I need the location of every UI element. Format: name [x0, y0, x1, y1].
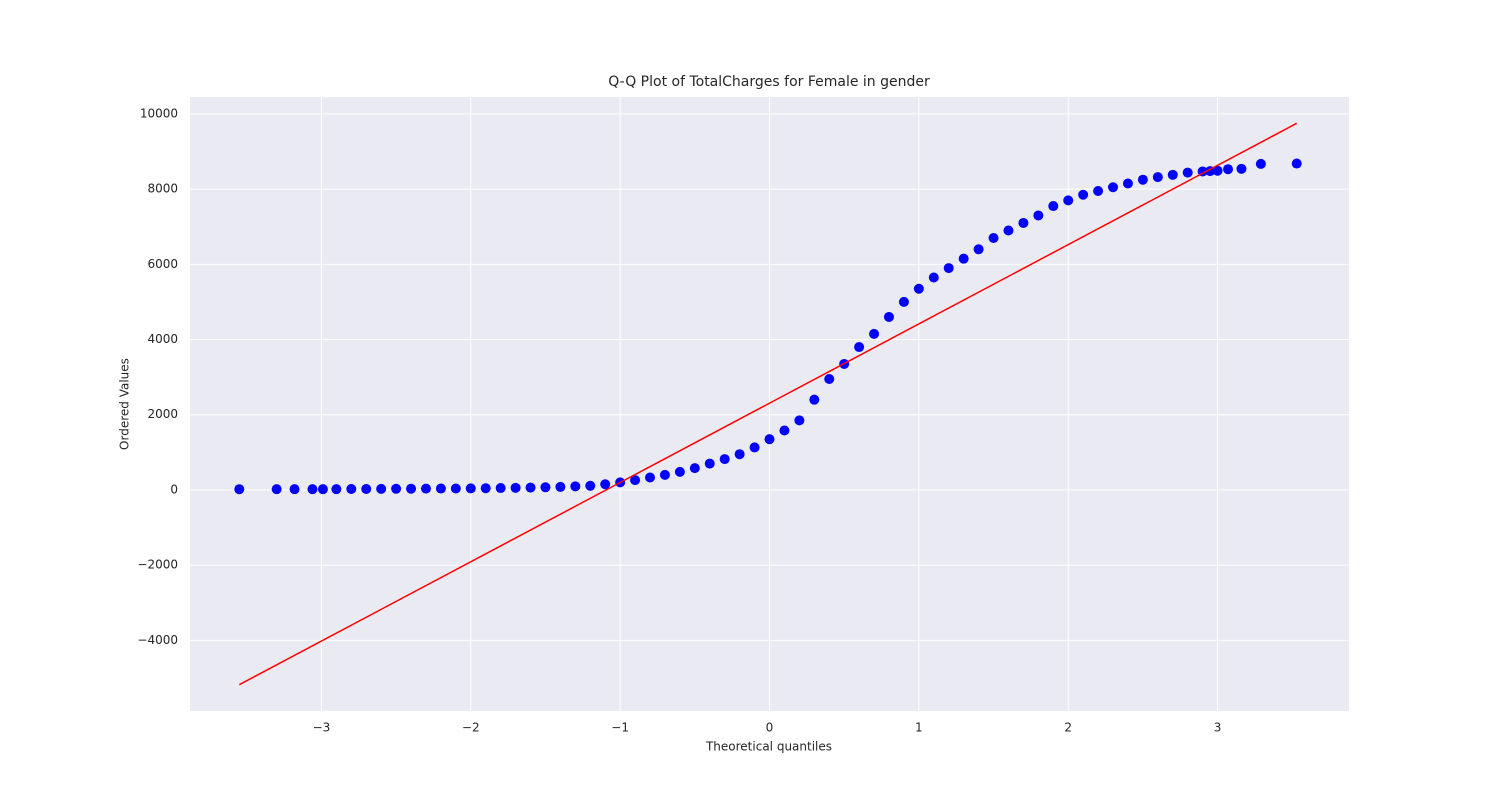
y-tick-label: 0: [170, 482, 178, 496]
point: [883, 311, 894, 322]
point: [898, 296, 909, 307]
point: [1212, 165, 1223, 176]
point: [1137, 174, 1148, 185]
point: [1003, 225, 1014, 236]
point: [869, 328, 880, 339]
point: [1093, 185, 1104, 196]
point: [585, 480, 596, 491]
x-tick-label: 2: [1064, 721, 1072, 735]
point: [525, 482, 536, 493]
point: [435, 483, 446, 494]
point: [704, 458, 715, 469]
point: [674, 466, 685, 477]
x-tick-label: −2: [462, 721, 480, 735]
point: [317, 484, 328, 495]
point: [809, 394, 820, 405]
point: [854, 342, 865, 353]
point: [1078, 189, 1089, 200]
point: [361, 483, 372, 494]
point: [1152, 172, 1163, 183]
fit-line: [238, 122, 1298, 686]
y-tick-label: 10000: [140, 106, 178, 120]
point: [465, 483, 476, 494]
point: [600, 479, 611, 490]
point: [1223, 164, 1234, 175]
point: [480, 483, 491, 494]
point: [331, 484, 342, 495]
point: [1182, 167, 1193, 178]
point: [570, 481, 581, 492]
point: [779, 425, 790, 436]
y-tick-label: 6000: [147, 257, 178, 271]
x-tick-label: 1: [915, 721, 923, 735]
point: [1018, 217, 1029, 228]
point: [420, 483, 431, 494]
point: [734, 449, 745, 460]
x-tick-label: 3: [1214, 721, 1222, 735]
point: [540, 482, 551, 493]
point: [630, 475, 641, 486]
point: [1122, 178, 1133, 189]
y-axis-label: Ordered Values: [118, 358, 132, 450]
point: [928, 272, 939, 283]
point: [764, 434, 775, 445]
point: [450, 483, 461, 494]
point: [307, 484, 318, 495]
y-tick-label: −2000: [137, 558, 178, 572]
point: [1236, 163, 1247, 174]
point: [1033, 210, 1044, 221]
y-tick-label: 2000: [147, 407, 178, 421]
point: [973, 244, 984, 255]
y-tick-label: 4000: [147, 332, 178, 346]
point: [913, 283, 924, 294]
point: [749, 442, 760, 453]
point: [1291, 158, 1302, 169]
x-tick-label: −3: [313, 721, 331, 735]
x-tick-label: 0: [766, 721, 774, 735]
point: [391, 483, 402, 494]
point: [988, 232, 999, 243]
point: [271, 484, 282, 495]
point: [794, 415, 805, 426]
point: [346, 483, 357, 494]
chart-title: Q-Q Plot of TotalCharges for Female in g…: [608, 74, 930, 90]
y-tick-label: −4000: [137, 633, 178, 647]
y-tick-label: 8000: [147, 182, 178, 196]
point: [824, 373, 835, 384]
x-axis-label: Theoretical quantiles: [705, 740, 832, 754]
point: [689, 463, 700, 474]
point: [234, 484, 245, 495]
point: [1255, 158, 1266, 169]
point: [659, 469, 670, 480]
point: [645, 472, 656, 483]
point: [1108, 182, 1119, 193]
point: [289, 484, 300, 495]
x-tick-label: −1: [611, 721, 629, 735]
point: [719, 454, 730, 465]
point: [376, 483, 387, 494]
point: [555, 481, 566, 492]
point: [495, 483, 506, 494]
point: [1063, 195, 1074, 206]
point: [943, 263, 954, 274]
point: [958, 253, 969, 264]
point: [406, 483, 417, 494]
point: [510, 482, 521, 493]
point: [1048, 201, 1059, 212]
point: [1167, 169, 1178, 180]
